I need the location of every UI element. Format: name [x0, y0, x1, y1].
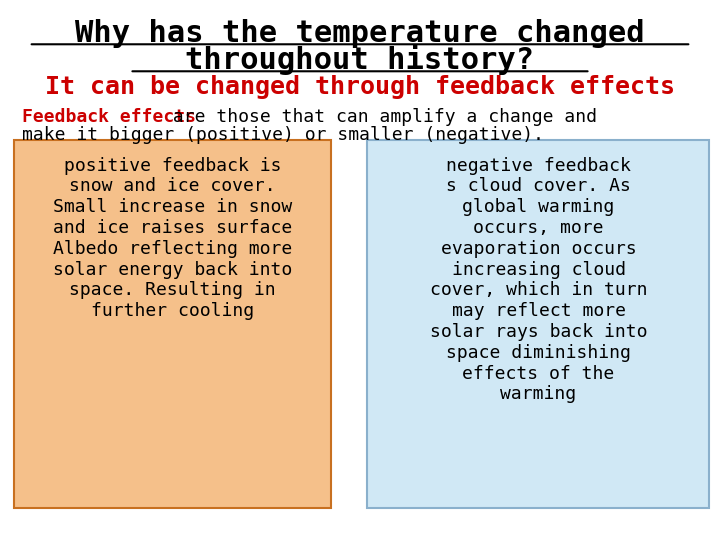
- Text: positive feedback is
snow and ice cover.
Small increase in snow
and ice raises s: positive feedback is snow and ice cover.…: [53, 157, 292, 320]
- Text: throughout history?: throughout history?: [186, 44, 534, 75]
- Text: are those that can amplify a change and: are those that can amplify a change and: [162, 108, 597, 126]
- Text: It can be changed through feedback effects: It can be changed through feedback effec…: [45, 75, 675, 98]
- Text: negative feedback
s cloud cover. As
global warming
occurs, more
evaporation occu: negative feedback s cloud cover. As glob…: [430, 157, 647, 403]
- Text: Feedback effects: Feedback effects: [22, 108, 196, 126]
- FancyBboxPatch shape: [367, 140, 709, 508]
- Text: Why has the temperature changed: Why has the temperature changed: [75, 19, 645, 48]
- FancyBboxPatch shape: [14, 140, 331, 508]
- Text: make it bigger (positive) or smaller (negative).: make it bigger (positive) or smaller (ne…: [22, 126, 544, 144]
